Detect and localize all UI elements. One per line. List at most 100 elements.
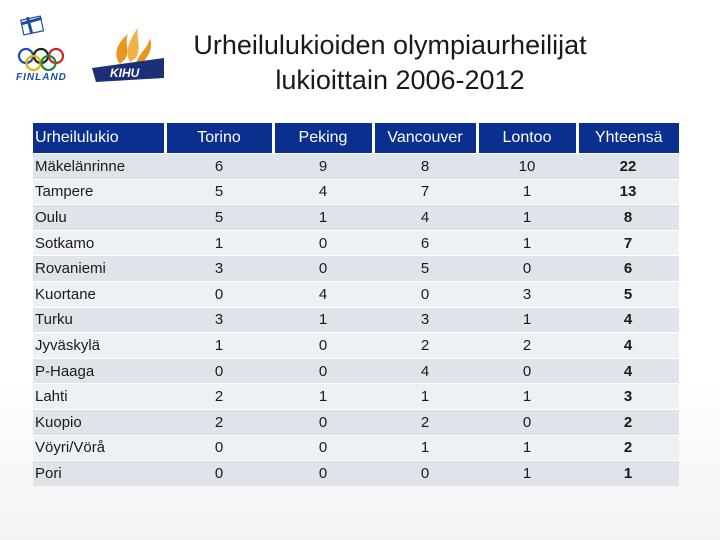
total-cell: 1 bbox=[577, 460, 679, 486]
lontoo-cell: 2 bbox=[477, 332, 577, 359]
table-row: Turku 3 1 3 1 4 bbox=[33, 306, 679, 333]
title-line-2: lukioittain 2006-2012 bbox=[275, 65, 525, 95]
torino-cell: 1 bbox=[165, 332, 273, 359]
torino-cell: 5 bbox=[165, 178, 273, 205]
kihu-logo-text: KIHU bbox=[110, 66, 140, 80]
table-row: Tampere 5 4 7 1 13 bbox=[33, 178, 679, 205]
table-row: Kuortane 0 4 0 3 5 bbox=[33, 280, 679, 308]
school-cell: Kuopio bbox=[33, 408, 165, 436]
table-row: Kuopio 2 0 2 0 2 bbox=[33, 408, 679, 436]
table-row: Pori 0 0 0 1 1 bbox=[33, 460, 679, 486]
peking-cell: 0 bbox=[273, 332, 373, 359]
vancouver-cell: 4 bbox=[373, 204, 477, 231]
table-row: Rovaniemi 3 0 5 0 6 bbox=[33, 255, 679, 282]
total-cell: 3 bbox=[577, 383, 679, 410]
school-cell: Jyväskylä bbox=[33, 332, 165, 359]
school-cell: Turku bbox=[33, 306, 165, 333]
column-header-school: Urheilulukio bbox=[33, 123, 165, 154]
peking-cell: 0 bbox=[273, 408, 373, 436]
total-cell: 2 bbox=[577, 408, 679, 436]
title-line-1: Urheilulukioiden olympiaurheilijat bbox=[193, 30, 587, 60]
lontoo-cell: 1 bbox=[477, 306, 577, 333]
torino-cell: 3 bbox=[165, 255, 273, 282]
total-cell: 13 bbox=[577, 178, 679, 205]
school-cell: Mäkelänrinne bbox=[33, 153, 165, 180]
peking-cell: 1 bbox=[273, 204, 373, 231]
torino-cell: 2 bbox=[165, 383, 273, 410]
peking-cell: 1 bbox=[273, 383, 373, 410]
page-title: Urheilulukioiden olympiaurheilijat lukio… bbox=[150, 28, 630, 98]
vancouver-cell: 8 bbox=[373, 153, 477, 180]
school-cell: Tampere bbox=[33, 178, 165, 205]
torino-cell: 2 bbox=[165, 408, 273, 436]
torino-cell: 3 bbox=[165, 306, 273, 333]
lontoo-cell: 1 bbox=[477, 434, 577, 461]
finland-logo-text: FINLAND bbox=[16, 72, 67, 82]
peking-cell: 0 bbox=[273, 357, 373, 384]
table-row: Mäkelänrinne 6 9 8 10 22 bbox=[33, 153, 679, 180]
vancouver-cell: 1 bbox=[373, 434, 477, 461]
table-row: Sotkamo 1 0 6 1 7 bbox=[33, 229, 679, 256]
table-row: Vöyri/Vörå 0 0 1 1 2 bbox=[33, 434, 679, 461]
vancouver-cell: 2 bbox=[373, 332, 477, 359]
column-header-vancouver: Vancouver bbox=[371, 123, 477, 154]
torino-cell: 6 bbox=[165, 153, 273, 180]
olympians-table: Urheilulukio Torino Peking Vancouver Lon… bbox=[33, 123, 679, 486]
total-cell: 6 bbox=[577, 255, 679, 282]
lontoo-cell: 1 bbox=[477, 178, 577, 205]
peking-cell: 4 bbox=[273, 178, 373, 205]
lontoo-cell: 0 bbox=[477, 255, 577, 282]
total-cell: 5 bbox=[577, 280, 679, 308]
school-cell: Oulu bbox=[33, 204, 165, 231]
torino-cell: 0 bbox=[165, 280, 273, 308]
lontoo-cell: 1 bbox=[477, 460, 577, 486]
column-header-lontoo: Lontoo bbox=[475, 123, 577, 154]
vancouver-cell: 7 bbox=[373, 178, 477, 205]
total-cell: 4 bbox=[577, 357, 679, 384]
kihu-logo: KIHU bbox=[92, 28, 164, 82]
peking-cell: 0 bbox=[273, 460, 373, 486]
school-cell: Rovaniemi bbox=[33, 255, 165, 282]
torino-cell: 0 bbox=[165, 357, 273, 384]
torino-cell: 0 bbox=[165, 460, 273, 486]
school-cell: Sotkamo bbox=[33, 229, 165, 256]
lontoo-cell: 0 bbox=[477, 408, 577, 436]
lontoo-cell: 10 bbox=[477, 153, 577, 180]
total-cell: 8 bbox=[577, 204, 679, 231]
vancouver-cell: 2 bbox=[373, 408, 477, 436]
total-cell: 7 bbox=[577, 229, 679, 256]
lontoo-cell: 1 bbox=[477, 229, 577, 256]
table-row: Oulu 5 1 4 1 8 bbox=[33, 204, 679, 231]
school-cell: Lahti bbox=[33, 383, 165, 410]
peking-cell: 9 bbox=[273, 153, 373, 180]
peking-cell: 0 bbox=[273, 255, 373, 282]
column-header-total: Yhteensä bbox=[575, 123, 679, 154]
table-row: P-Haaga 0 0 4 0 4 bbox=[33, 357, 679, 384]
total-cell: 4 bbox=[577, 332, 679, 359]
school-cell: P-Haaga bbox=[33, 357, 165, 384]
school-cell: Pori bbox=[33, 460, 165, 486]
finnish-olympic-logo: FINLAND bbox=[16, 15, 67, 82]
peking-cell: 4 bbox=[273, 280, 373, 308]
lontoo-cell: 0 bbox=[477, 357, 577, 384]
torino-cell: 5 bbox=[165, 204, 273, 231]
table-row: Lahti 2 1 1 1 3 bbox=[33, 383, 679, 410]
peking-cell: 1 bbox=[273, 306, 373, 333]
lontoo-cell: 3 bbox=[477, 280, 577, 308]
vancouver-cell: 0 bbox=[373, 280, 477, 308]
torino-cell: 1 bbox=[165, 229, 273, 256]
vancouver-cell: 0 bbox=[373, 460, 477, 486]
vancouver-cell: 4 bbox=[373, 357, 477, 384]
total-cell: 22 bbox=[577, 153, 679, 180]
table-row: Jyväskylä 1 0 2 2 4 bbox=[33, 332, 679, 359]
school-cell: Vöyri/Vörå bbox=[33, 434, 165, 461]
vancouver-cell: 6 bbox=[373, 229, 477, 256]
school-cell: Kuortane bbox=[33, 280, 165, 308]
vancouver-cell: 1 bbox=[373, 383, 477, 410]
lontoo-cell: 1 bbox=[477, 204, 577, 231]
vancouver-cell: 3 bbox=[373, 306, 477, 333]
total-cell: 2 bbox=[577, 434, 679, 461]
torino-cell: 0 bbox=[165, 434, 273, 461]
column-header-peking: Peking bbox=[271, 123, 373, 154]
peking-cell: 0 bbox=[273, 229, 373, 256]
